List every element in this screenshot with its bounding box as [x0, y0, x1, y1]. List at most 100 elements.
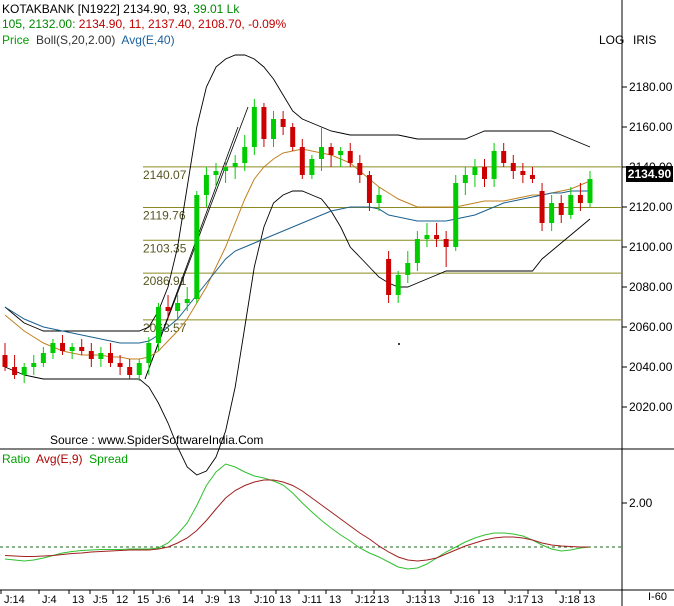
candle: [79, 339, 85, 355]
candle-body: [40, 353, 46, 363]
candle-body: [280, 119, 286, 127]
ind-y-tick-label: 2.00: [629, 496, 653, 510]
x-tick-label: 13: [377, 594, 389, 606]
candle-body: [136, 363, 142, 375]
y-tick-label: 2080.00: [629, 280, 673, 294]
candle: [539, 183, 545, 231]
candle: [175, 295, 181, 319]
candle: [290, 123, 296, 151]
oi-value: 39.01: [193, 2, 224, 16]
x-tick-label: J:13: [406, 594, 427, 606]
candle: [501, 143, 507, 167]
candle: [21, 363, 27, 383]
candle: [31, 355, 37, 375]
candle-body: [529, 175, 535, 179]
legend-price[interactable]: Price: [2, 33, 30, 47]
candle: [338, 147, 344, 167]
candle: [549, 195, 555, 231]
candle-body: [117, 363, 123, 367]
candle-body: [31, 363, 37, 367]
x-tick-label: 13: [329, 594, 341, 606]
candle-body: [88, 351, 94, 359]
candle-body: [194, 195, 200, 299]
candle: [395, 271, 401, 303]
candle-body: [366, 175, 372, 203]
candle: [136, 359, 142, 381]
candle-body: [127, 367, 133, 375]
candle-body: [520, 171, 526, 175]
candle: [434, 223, 440, 247]
candle: [520, 163, 526, 183]
candle: [558, 195, 564, 223]
x-tick-label: J:17: [508, 594, 529, 606]
ohlc-header: 105, 2132.00: 2134.90, 11, 2137.40, 2108…: [2, 17, 286, 31]
x-tick-label: J:12: [355, 594, 376, 606]
y-tick-label: 2180.00: [629, 80, 673, 94]
y-tick-label: 2100.00: [629, 240, 673, 254]
candle-body: [501, 151, 507, 163]
candle: [127, 359, 133, 379]
candle-body: [299, 147, 305, 175]
candle: [453, 175, 459, 251]
candle: [299, 139, 305, 179]
candle: [280, 111, 286, 135]
candle: [328, 143, 334, 167]
candle: [309, 155, 315, 179]
ltp-value: 2134.90,: [123, 2, 170, 16]
candle: [194, 191, 200, 303]
fib-label: 2140.07: [143, 168, 187, 182]
candle: [482, 159, 488, 187]
candle: [443, 231, 449, 267]
ema40-line: [4, 190, 590, 344]
x-tick-label: J:5: [93, 594, 108, 606]
candle: [405, 251, 411, 283]
candle-body: [347, 151, 353, 163]
x-tick-label: 13: [428, 594, 440, 606]
candle-body: [357, 163, 363, 175]
candle-body: [434, 235, 440, 239]
y-tick-label: 2020.00: [629, 400, 673, 414]
candle: [271, 111, 277, 147]
ohlc-d: 2137.40,: [147, 17, 195, 31]
candle: [12, 355, 18, 379]
candle: [587, 171, 593, 207]
x-tick-label: J:16: [454, 594, 475, 606]
candle: [117, 355, 123, 375]
candle-body: [577, 195, 583, 203]
iris-toggle[interactable]: IRIS: [633, 33, 657, 47]
x-tick-label: J:9: [205, 594, 220, 606]
bollinger-lower-line: [4, 190, 591, 476]
ohlc-c: 11,: [128, 17, 145, 31]
candle-body: [2, 355, 8, 367]
candle-body: [223, 167, 229, 171]
ohlc-e: 2108.70,: [198, 17, 245, 31]
candle-body: [50, 343, 56, 353]
legend-boll[interactable]: Boll(S,20,2.00): [36, 33, 116, 47]
candle-body: [424, 235, 430, 239]
candle: [386, 251, 392, 303]
legend-ratio-avg[interactable]: Avg(E,9): [36, 452, 83, 466]
legend-spread[interactable]: Spread: [89, 452, 128, 466]
indicator-legend: Ratio Avg(E,9) Spread: [2, 452, 128, 466]
candle: [223, 159, 229, 183]
x-tick-label: 13: [72, 594, 84, 606]
candle: [357, 155, 363, 183]
y-tick-label: 2040.00: [629, 360, 673, 374]
candle: [510, 155, 516, 179]
candle-body: [261, 107, 267, 139]
x-tick-label: 14: [182, 594, 194, 606]
symbol-label: KOTAKBANK [N1922]: [2, 2, 120, 16]
log-toggle[interactable]: LOG: [599, 33, 625, 47]
legend-avg[interactable]: Avg(E,40): [121, 33, 175, 47]
candle-body: [549, 203, 555, 223]
candle-body: [155, 307, 161, 343]
legend-ratio[interactable]: Ratio: [2, 452, 31, 466]
candle: [376, 187, 382, 211]
current-price-badge: 2134.90: [626, 166, 673, 182]
candle-body: [232, 163, 238, 167]
candle: [213, 163, 219, 187]
x-tick-label: 13: [531, 594, 543, 606]
x-tick-label: J:6: [156, 594, 171, 606]
candle-body: [395, 275, 401, 295]
x-tick-label: 13: [482, 594, 494, 606]
